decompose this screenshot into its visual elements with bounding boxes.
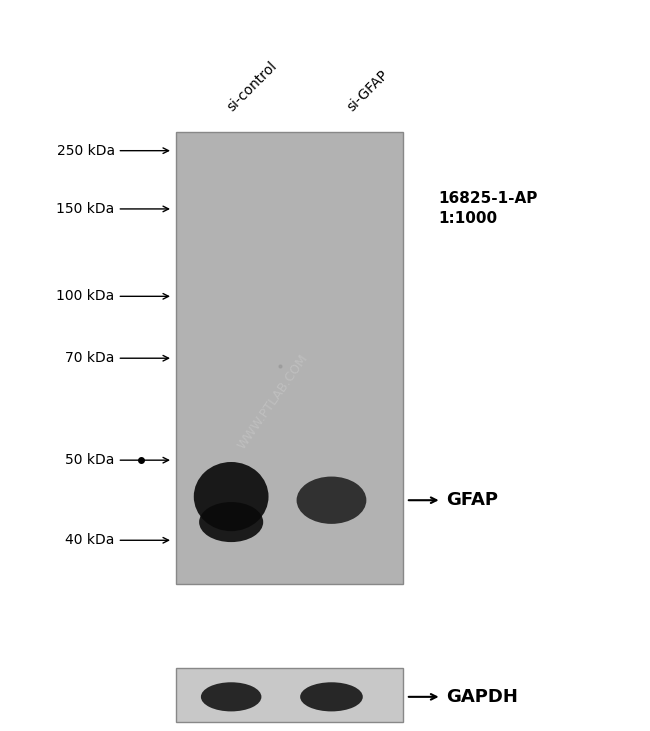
Ellipse shape (201, 682, 261, 711)
Text: GFAP: GFAP (446, 491, 498, 510)
Text: GAPDH: GAPDH (446, 688, 518, 706)
Text: si-control: si-control (225, 59, 280, 114)
Text: WWW.PTLAB.COM: WWW.PTLAB.COM (235, 352, 311, 452)
Text: si-GFAP: si-GFAP (344, 68, 391, 114)
Text: 250 kDa: 250 kDa (57, 144, 168, 158)
Text: 150 kDa: 150 kDa (57, 202, 168, 216)
Ellipse shape (296, 477, 367, 524)
Text: 70 kDa: 70 kDa (65, 351, 168, 366)
Text: 100 kDa: 100 kDa (57, 289, 168, 303)
Ellipse shape (300, 682, 363, 711)
Text: 40 kDa: 40 kDa (65, 534, 168, 548)
Text: 50 kDa: 50 kDa (65, 453, 168, 467)
Ellipse shape (199, 502, 263, 542)
FancyBboxPatch shape (176, 667, 402, 722)
Text: 16825-1-AP
1:1000: 16825-1-AP 1:1000 (438, 191, 538, 226)
Ellipse shape (194, 462, 268, 531)
FancyBboxPatch shape (176, 132, 402, 584)
